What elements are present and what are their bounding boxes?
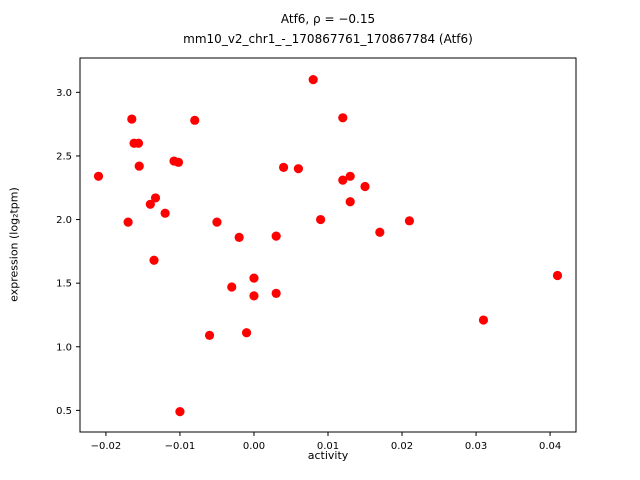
scatter-point (308, 75, 318, 85)
x-tick-label: 0.00 (243, 441, 265, 452)
scatter-point (175, 407, 185, 417)
scatter-point (241, 328, 252, 338)
scatter-point (145, 199, 155, 209)
x-tick-label: 0.04 (539, 441, 561, 452)
scatter-point (249, 291, 259, 301)
scatter-point (271, 288, 281, 298)
y-tick-label: 1.0 (56, 342, 72, 353)
scatter-point (249, 273, 259, 283)
scatter-point (478, 315, 489, 325)
scatter-point (123, 217, 133, 227)
x-tick-label: 0.01 (317, 441, 339, 452)
y-tick-label: 0.5 (56, 406, 72, 417)
y-tick-label: 1.5 (56, 279, 72, 290)
scatter-point (278, 162, 289, 173)
x-tick-label: 0.02 (391, 441, 413, 452)
scatter-point (315, 214, 326, 225)
chart-title-line1: Atf6, ρ = −0.15 (280, 12, 376, 26)
scatter-point (149, 255, 159, 265)
scatter-point (212, 217, 222, 227)
scatter-point (338, 175, 348, 185)
scatter-point (234, 232, 244, 242)
scatter-point (345, 197, 355, 207)
y-tick-label: 2.0 (56, 215, 72, 226)
scatter-point (271, 231, 281, 241)
scatter-point (360, 181, 370, 192)
scatter-point (173, 157, 184, 167)
x-tick-label: 0.03 (465, 441, 487, 452)
y-tick-label: 2.5 (56, 151, 72, 162)
x-tick-label: −0.01 (165, 441, 196, 452)
scatter-point (227, 282, 237, 292)
scatter-point (190, 115, 200, 125)
scatter-point (127, 114, 137, 124)
scatter-point (150, 193, 161, 203)
scatter-point (204, 330, 215, 340)
x-axis-label: activity (307, 449, 349, 462)
scatter-point (133, 138, 144, 148)
scatter-point (93, 171, 104, 181)
scatter-point (375, 227, 385, 237)
chart-title-line2: mm10_v2_chr1_-_170867761_170867784 (Atf6… (183, 32, 473, 46)
axes-spines (79, 57, 577, 433)
scatter-point (552, 270, 563, 281)
scatter-point (338, 113, 348, 123)
scatter-point (134, 161, 144, 171)
scatter-point (345, 171, 355, 181)
scatter-point (293, 164, 303, 174)
x-tick-label: −0.02 (91, 441, 122, 452)
y-tick-label: 3.0 (56, 88, 72, 99)
scatter-point (404, 216, 415, 226)
scatter-point (160, 208, 170, 218)
